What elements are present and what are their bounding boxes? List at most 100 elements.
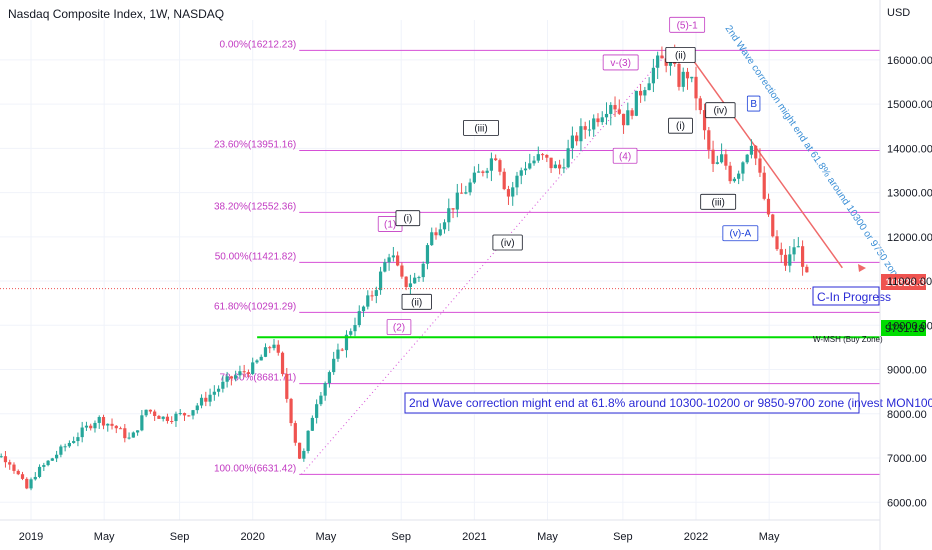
wave-label: (iv) — [713, 106, 727, 117]
candle-body — [383, 262, 387, 272]
candle-body — [16, 470, 20, 475]
candle-body — [647, 83, 651, 91]
candle-body — [506, 189, 511, 197]
wave-label: (v)-A — [730, 229, 752, 240]
candle-body — [136, 430, 140, 433]
candle-body — [246, 372, 251, 374]
candle-body — [127, 437, 131, 439]
candle-body — [651, 67, 655, 84]
wave-labels: (1) (2) v-(3) (4) (5)-1 (i) (ii) (iii) (iv) (ii) (… — [377, 16, 761, 335]
candle-body — [464, 192, 468, 194]
candle-body — [698, 98, 702, 111]
candle-body — [421, 263, 425, 278]
candle-body — [285, 373, 289, 399]
candle-body — [438, 229, 442, 236]
x-tick-label: 2020 — [240, 531, 264, 543]
candle-body — [336, 349, 340, 359]
candle-body — [540, 154, 545, 156]
candle-body — [242, 371, 246, 373]
candle-body — [792, 247, 796, 255]
candle-body — [221, 381, 225, 389]
candle-body — [42, 465, 46, 467]
candle-body — [519, 170, 523, 176]
trend-arrowhead — [858, 264, 866, 272]
candle-body — [408, 283, 413, 288]
candle-body — [485, 170, 489, 173]
last-price-value: 10828.35 — [885, 277, 931, 289]
candle-body — [783, 254, 788, 266]
candle-body — [656, 55, 660, 68]
fib-level-label: 0.00%(16212.23) — [220, 39, 297, 50]
fib-level-label: 38.20%(12552.36) — [214, 201, 296, 212]
candle-body — [3, 456, 8, 463]
x-axis: 2019 May Sep 2020 May Sep 2021 May Sep 2022 May — [0, 519, 880, 543]
wave-label-box — [602, 54, 639, 71]
candle-body — [626, 110, 630, 126]
wave-label: v-(3) — [610, 58, 631, 69]
candle-body — [796, 246, 800, 248]
candle-body — [374, 290, 378, 296]
candle-body — [391, 255, 395, 258]
candle-body — [332, 358, 336, 373]
candle-body — [528, 163, 532, 169]
candle-body — [50, 458, 54, 461]
candle-body — [728, 165, 732, 182]
candle-body — [170, 420, 174, 422]
candle-body — [157, 415, 161, 419]
candle-body — [711, 149, 715, 164]
candle-body — [754, 145, 758, 159]
candle-body — [805, 266, 809, 273]
y-tick-label: 6000.00 — [887, 497, 927, 509]
candle-body — [511, 187, 515, 197]
candle-body — [434, 232, 438, 236]
candle-body — [413, 277, 417, 284]
candle-body — [259, 356, 263, 361]
candle-body — [153, 411, 157, 416]
candle-body — [101, 416, 106, 426]
candle-body — [677, 63, 681, 87]
candle-body — [234, 375, 238, 379]
candle-body — [353, 325, 357, 332]
candle-body — [366, 295, 370, 307]
candle-body — [89, 425, 93, 429]
wave-2-trendline — [301, 50, 670, 475]
wave-label: (1) — [384, 219, 396, 230]
candle-body — [788, 254, 792, 266]
candle-body — [630, 110, 634, 116]
candle-body — [55, 454, 59, 459]
candle-body — [361, 306, 366, 312]
candle-body — [161, 416, 165, 419]
fib-level-label: 61.80%(10291.29) — [214, 301, 296, 312]
y-tick-label: 10000.00 — [887, 320, 932, 332]
candle-body — [323, 383, 327, 396]
candle-body — [340, 349, 344, 351]
wave-label: B — [750, 99, 757, 110]
wave-label-box — [395, 210, 421, 227]
candle-body — [25, 478, 29, 489]
candle-body — [344, 334, 349, 351]
diagonal-annotation: 2nd Wave correction might end at 61.8% a… — [723, 24, 903, 284]
x-tick-label: 2019 — [19, 531, 43, 543]
y-tick-label: 7000.00 — [887, 453, 927, 465]
buy-zone-label: W-MSH (Buy Zone) — [813, 335, 883, 344]
candle-body — [80, 427, 84, 438]
wave-label: (iv) — [501, 238, 515, 249]
candle-body — [455, 192, 459, 210]
candle-body — [315, 404, 319, 418]
candles — [0, 44, 809, 491]
y-tick-label: 8000.00 — [887, 409, 927, 421]
candle-body — [404, 276, 408, 288]
candle-body — [468, 182, 472, 193]
candle-body — [76, 437, 80, 442]
candle-body — [758, 158, 762, 173]
candle-body — [549, 157, 553, 169]
wave-label: (iii) — [712, 197, 725, 208]
candle-body — [570, 135, 575, 149]
fib-level-label: 78.60%(8681.71) — [220, 373, 297, 384]
candle-body — [148, 409, 152, 412]
wave-label: (4) — [619, 151, 631, 162]
candle-body — [690, 76, 694, 79]
c-in-progress-text: C-In Progress — [817, 290, 891, 304]
candle-body — [536, 154, 540, 161]
candle-body — [481, 171, 485, 173]
